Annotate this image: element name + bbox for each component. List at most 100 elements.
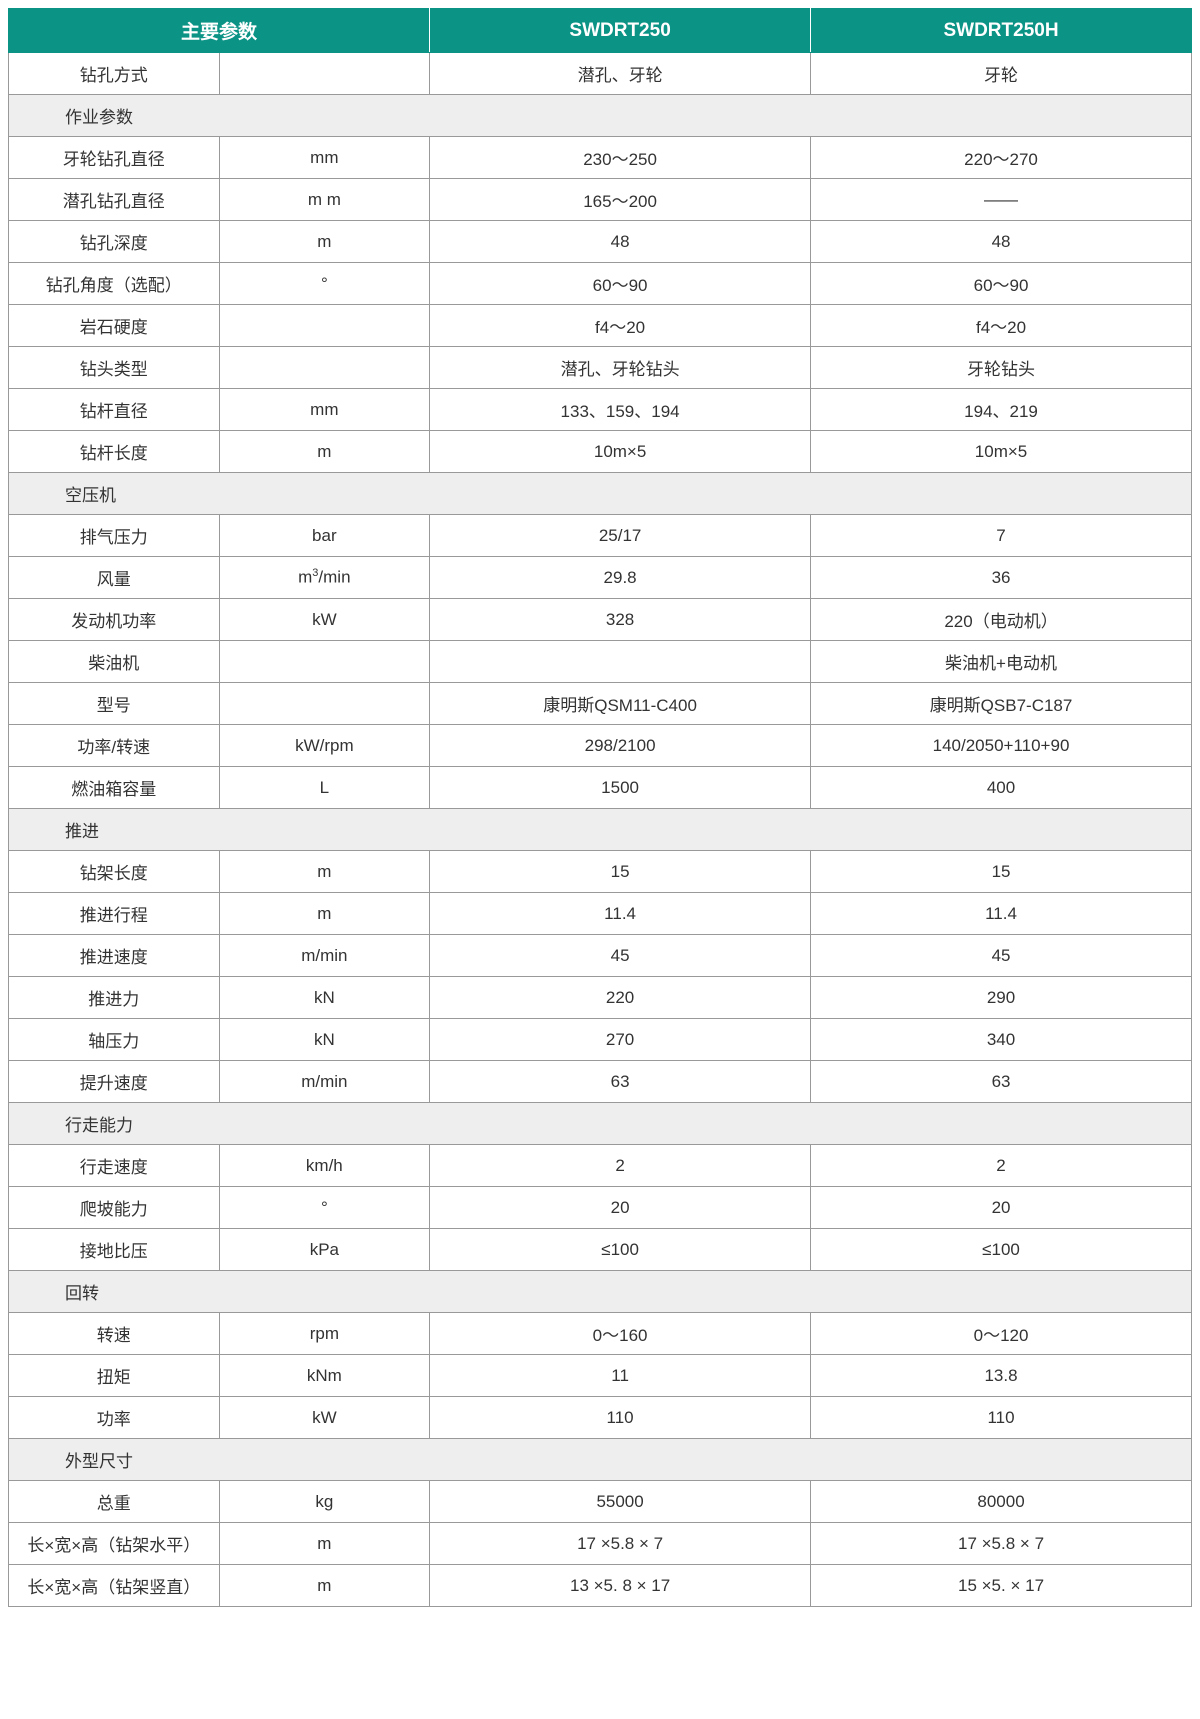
table-row: 推进力kN220290 xyxy=(9,977,1192,1019)
table-row: 长×宽×高（钻架水平）m17 ×5.8 × 717 ×5.8 × 7 xyxy=(9,1523,1192,1565)
value-model-1: f4～20 xyxy=(430,305,811,347)
value-model-1: ≤100 xyxy=(430,1229,811,1271)
table-row: 推进速度m/min4545 xyxy=(9,935,1192,977)
param-unit: kNm xyxy=(219,1355,430,1397)
value-model-2: 60～90 xyxy=(811,263,1192,305)
param-label: 长×宽×高（钻架竖直） xyxy=(9,1565,220,1607)
value-model-1: 1500 xyxy=(430,767,811,809)
value-model-1: 11 xyxy=(430,1355,811,1397)
value-model-2: ≤100 xyxy=(811,1229,1192,1271)
param-label: 钻杆直径 xyxy=(9,389,220,431)
value-model-1 xyxy=(430,641,811,683)
spec-table: 主要参数 SWDRT250 SWDRT250H 钻孔方式潜孔、牙轮牙轮作业参数牙… xyxy=(8,8,1192,1607)
table-row: 柴油机柴油机+电动机 xyxy=(9,641,1192,683)
value-model-2: 13.8 xyxy=(811,1355,1192,1397)
param-unit: kN xyxy=(219,1019,430,1061)
param-unit xyxy=(219,683,430,725)
param-unit xyxy=(219,53,430,95)
param-label: 轴压力 xyxy=(9,1019,220,1061)
table-row: 钻头类型潜孔、牙轮钻头牙轮钻头 xyxy=(9,347,1192,389)
table-header: 主要参数 SWDRT250 SWDRT250H xyxy=(9,9,1192,53)
param-label: 发动机功率 xyxy=(9,599,220,641)
value-model-2: 290 xyxy=(811,977,1192,1019)
section-label: 作业参数 xyxy=(9,95,1192,137)
value-model-2: 110 xyxy=(811,1397,1192,1439)
param-unit: kW xyxy=(219,1397,430,1439)
table-row: 燃油箱容量L1500400 xyxy=(9,767,1192,809)
param-label: 钻孔深度 xyxy=(9,221,220,263)
value-model-1: 165～200 xyxy=(430,179,811,221)
param-label: 接地比压 xyxy=(9,1229,220,1271)
table-row: 行走能力 xyxy=(9,1103,1192,1145)
param-label: 岩石硬度 xyxy=(9,305,220,347)
param-unit: mm xyxy=(219,137,430,179)
value-model-2: 20 xyxy=(811,1187,1192,1229)
param-unit: m m xyxy=(219,179,430,221)
table-row: 行走速度km/h22 xyxy=(9,1145,1192,1187)
table-row: 总重kg5500080000 xyxy=(9,1481,1192,1523)
param-unit: m xyxy=(219,851,430,893)
table-row: 型号康明斯QSM11-C400康明斯QSB7-C187 xyxy=(9,683,1192,725)
value-model-2: 36 xyxy=(811,557,1192,599)
value-model-1: 220 xyxy=(430,977,811,1019)
param-unit: m3/min xyxy=(219,557,430,599)
table-row: 牙轮钻孔直径mm230～250220～270 xyxy=(9,137,1192,179)
param-label: 行走速度 xyxy=(9,1145,220,1187)
value-model-2: 220（电动机） xyxy=(811,599,1192,641)
value-model-2: 140/2050+110+90 xyxy=(811,725,1192,767)
value-model-2: 7 xyxy=(811,515,1192,557)
value-model-2: 48 xyxy=(811,221,1192,263)
param-label: 钻孔方式 xyxy=(9,53,220,95)
table-row: 发动机功率kW328220（电动机） xyxy=(9,599,1192,641)
param-label: 功率/转速 xyxy=(9,725,220,767)
param-unit: bar xyxy=(219,515,430,557)
table-row: 钻孔深度m4848 xyxy=(9,221,1192,263)
section-label: 回转 xyxy=(9,1271,1192,1313)
table-row: 功率/转速kW/rpm298/2100140/2050+110+90 xyxy=(9,725,1192,767)
table-row: 排气压力bar25/177 xyxy=(9,515,1192,557)
param-label: 推进力 xyxy=(9,977,220,1019)
param-label: 钻头类型 xyxy=(9,347,220,389)
table-row: 爬坡能力°2020 xyxy=(9,1187,1192,1229)
table-row: 钻孔角度（选配）°60～9060～90 xyxy=(9,263,1192,305)
value-model-2: 220～270 xyxy=(811,137,1192,179)
table-row: 回转 xyxy=(9,1271,1192,1313)
table-row: 钻架长度m1515 xyxy=(9,851,1192,893)
value-model-1: 133、159、194 xyxy=(430,389,811,431)
table-row: 钻杆长度m10m×510m×5 xyxy=(9,431,1192,473)
param-unit: ° xyxy=(219,263,430,305)
param-label: 排气压力 xyxy=(9,515,220,557)
value-model-2: 牙轮钻头 xyxy=(811,347,1192,389)
value-model-2: 400 xyxy=(811,767,1192,809)
header-model-1: SWDRT250 xyxy=(430,9,811,53)
param-label: 柴油机 xyxy=(9,641,220,683)
value-model-1: 270 xyxy=(430,1019,811,1061)
param-unit: m xyxy=(219,221,430,263)
value-model-2: 2 xyxy=(811,1145,1192,1187)
value-model-1: 2 xyxy=(430,1145,811,1187)
table-row: 推进 xyxy=(9,809,1192,851)
table-row: 钻杆直径mm133、159、194194、219 xyxy=(9,389,1192,431)
table-row: 钻孔方式潜孔、牙轮牙轮 xyxy=(9,53,1192,95)
param-unit: ° xyxy=(219,1187,430,1229)
param-unit: m xyxy=(219,1565,430,1607)
section-label: 空压机 xyxy=(9,473,1192,515)
param-unit: rpm xyxy=(219,1313,430,1355)
value-model-1: 298/2100 xyxy=(430,725,811,767)
param-unit: m xyxy=(219,893,430,935)
value-model-1: 45 xyxy=(430,935,811,977)
value-model-2: 340 xyxy=(811,1019,1192,1061)
table-row: 扭矩kNm1113.8 xyxy=(9,1355,1192,1397)
table-body: 钻孔方式潜孔、牙轮牙轮作业参数牙轮钻孔直径mm230～250220～270潜孔钻… xyxy=(9,53,1192,1607)
param-label: 扭矩 xyxy=(9,1355,220,1397)
value-model-1: 110 xyxy=(430,1397,811,1439)
param-label: 钻架长度 xyxy=(9,851,220,893)
value-model-2: 11.4 xyxy=(811,893,1192,935)
value-model-1: 13 ×5. 8 × 17 xyxy=(430,1565,811,1607)
param-unit: m xyxy=(219,1523,430,1565)
param-unit: m xyxy=(219,431,430,473)
param-label: 钻孔角度（选配） xyxy=(9,263,220,305)
header-model-2: SWDRT250H xyxy=(811,9,1192,53)
param-unit xyxy=(219,641,430,683)
param-label: 推进行程 xyxy=(9,893,220,935)
